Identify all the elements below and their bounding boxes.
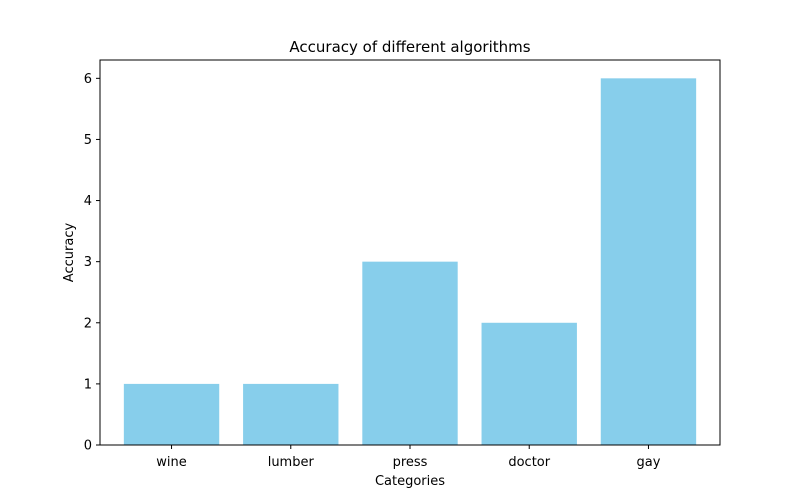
plot-area: wine lumber press doctor gay 0 1 2 3 4 5 6: [84, 72, 697, 470]
bar-lumber: [243, 383, 339, 445]
plot-frame: [99, 59, 721, 446]
x-tick-label: doctor: [508, 455, 550, 470]
y-tick-label: 5: [84, 133, 92, 148]
y-tick-label: 2: [84, 316, 92, 331]
x-tick-label: wine: [156, 455, 186, 470]
y-tick-label: 3: [84, 255, 92, 270]
bar-press: [362, 261, 458, 445]
x-tick-label: press: [393, 455, 428, 470]
x-tick-label: gay: [637, 455, 661, 470]
bar-doctor: [481, 322, 577, 445]
x-tick-label: lumber: [268, 455, 315, 470]
y-tick-label: 1: [84, 377, 92, 392]
chart-title: Accuracy of different algorithms: [289, 38, 530, 56]
bar-gay: [600, 78, 697, 445]
y-tick-label: 6: [84, 72, 92, 87]
x-axis-label: Categories: [375, 474, 445, 489]
y-tick-label: 0: [84, 439, 92, 454]
y-tick-label: 4: [84, 194, 92, 209]
y-axis-label: Accuracy: [62, 223, 77, 283]
bar-wine: [123, 383, 220, 445]
